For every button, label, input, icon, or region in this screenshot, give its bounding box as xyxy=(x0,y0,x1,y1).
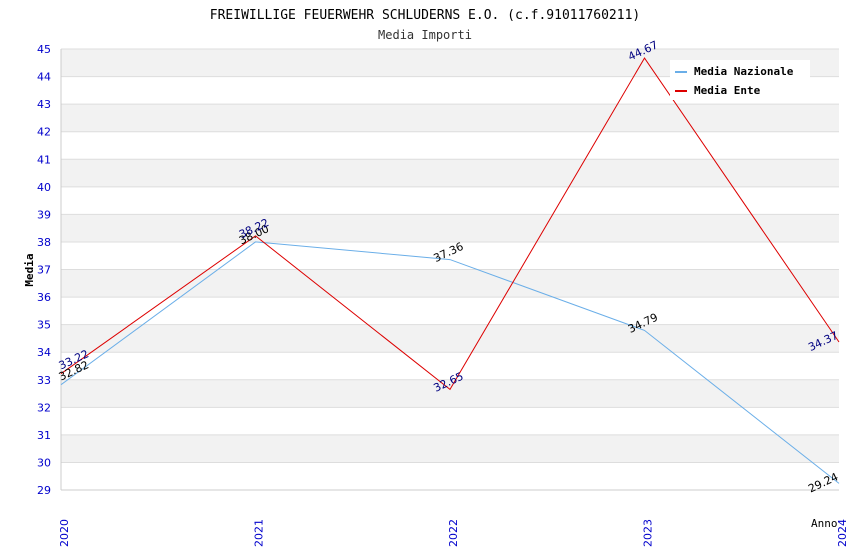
y-tick-label: 41 xyxy=(37,153,51,166)
grid-band xyxy=(61,324,839,353)
y-tick-label: 39 xyxy=(37,208,51,221)
y-tick-label: 45 xyxy=(37,43,51,56)
x-tick-label: 2022 xyxy=(447,519,460,547)
legend-label: Media Ente xyxy=(694,84,761,97)
x-axis-title: Anno xyxy=(811,517,838,530)
y-tick-label: 29 xyxy=(37,484,51,497)
y-tick-label: 37 xyxy=(37,264,51,277)
y-tick-label: 36 xyxy=(37,291,51,304)
grid-band xyxy=(61,159,839,187)
y-tick-label: 40 xyxy=(37,181,51,194)
y-tick-label: 34 xyxy=(37,346,51,359)
y-axis-title: Media xyxy=(23,253,36,286)
y-tick-label: 38 xyxy=(37,236,51,249)
y-tick-label: 30 xyxy=(37,456,51,469)
data-label: 37.36 xyxy=(431,240,465,265)
legend: Media Nazionale Media Ente xyxy=(670,60,810,100)
series-line xyxy=(60,241,840,484)
chart-subtitle: Media Importi xyxy=(378,28,472,42)
y-tick-label: 42 xyxy=(37,126,51,139)
x-axis-ticks: 2020 2021 2022 2023 2024 xyxy=(58,519,849,547)
grid-band xyxy=(61,104,839,132)
grid-band xyxy=(61,214,839,242)
y-tick-label: 32 xyxy=(37,401,51,414)
series-line xyxy=(60,57,840,391)
y-tick-label: 31 xyxy=(37,429,51,442)
series-lines xyxy=(60,57,840,484)
chart-title: FREIWILLIGE FEUERWEHR SCHLUDERNS E.O. (c… xyxy=(210,8,640,23)
y-tick-label: 33 xyxy=(37,374,51,387)
x-tick-label: 2024 xyxy=(836,519,849,547)
grid-band xyxy=(61,269,839,298)
x-tick-label: 2021 xyxy=(253,519,266,547)
plot-background xyxy=(60,48,839,491)
legend-box xyxy=(670,60,810,100)
y-tick-label: 43 xyxy=(37,98,51,111)
grid-band xyxy=(61,379,839,408)
x-tick-label: 2023 xyxy=(642,519,655,547)
grid-band xyxy=(61,434,839,463)
x-tick-label: 2020 xyxy=(58,519,71,547)
legend-label: Media Nazionale xyxy=(694,65,794,78)
data-label: 29.24 xyxy=(806,470,840,495)
y-tick-label: 44 xyxy=(37,71,51,84)
y-tick-label: 35 xyxy=(37,319,51,332)
y-axis-ticks: 29 30 31 32 33 34 35 36 37 38 39 40 41 42 43 44 45 xyxy=(37,43,51,497)
